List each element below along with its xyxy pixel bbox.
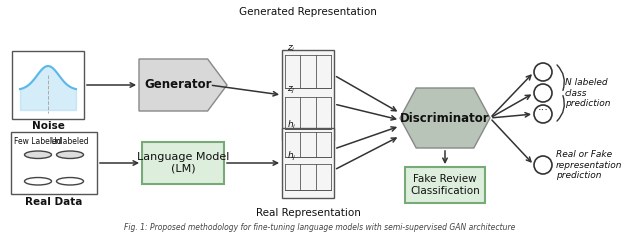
Ellipse shape [56,178,83,185]
Polygon shape [400,88,490,148]
Text: Fake Review
Classification: Fake Review Classification [410,174,480,196]
Bar [405,167,485,203]
Text: Real Data: Real Data [26,197,83,207]
Bar [12,51,84,119]
Text: Generated Representation: Generated Representation [239,7,377,17]
Bar [24,155,51,181]
Text: Noise: Noise [31,121,65,131]
Text: Unlabeled: Unlabeled [51,137,90,147]
Text: z$_j$: z$_j$ [287,85,296,96]
Ellipse shape [24,151,51,158]
Text: ...: ... [538,102,548,112]
Bar [282,50,334,140]
Circle shape [534,84,552,102]
Text: h$_j$: h$_j$ [287,150,296,163]
Bar [282,128,334,198]
Text: h$_i$: h$_i$ [287,119,296,131]
Bar [56,155,83,181]
Text: Few Labeled: Few Labeled [14,137,61,147]
Text: Real Representation: Real Representation [255,208,360,218]
Bar [11,132,97,194]
Text: Generator: Generator [144,79,212,92]
Ellipse shape [24,178,51,185]
Text: N labeled
class
prediction: N labeled class prediction [565,78,611,108]
Text: Real or Fake
representation
prediction: Real or Fake representation prediction [556,150,623,180]
Circle shape [534,156,552,174]
Polygon shape [139,59,227,111]
Text: z$_i$: z$_i$ [287,44,296,54]
Text: Language Model
(LM): Language Model (LM) [137,152,229,174]
Text: Discriminator: Discriminator [400,112,490,124]
Text: Fig. 1: Proposed methodology for fine-tuning language models with semi-supervise: Fig. 1: Proposed methodology for fine-tu… [124,223,516,233]
Bar [142,142,224,184]
Ellipse shape [56,151,83,158]
Circle shape [534,63,552,81]
Circle shape [534,105,552,123]
